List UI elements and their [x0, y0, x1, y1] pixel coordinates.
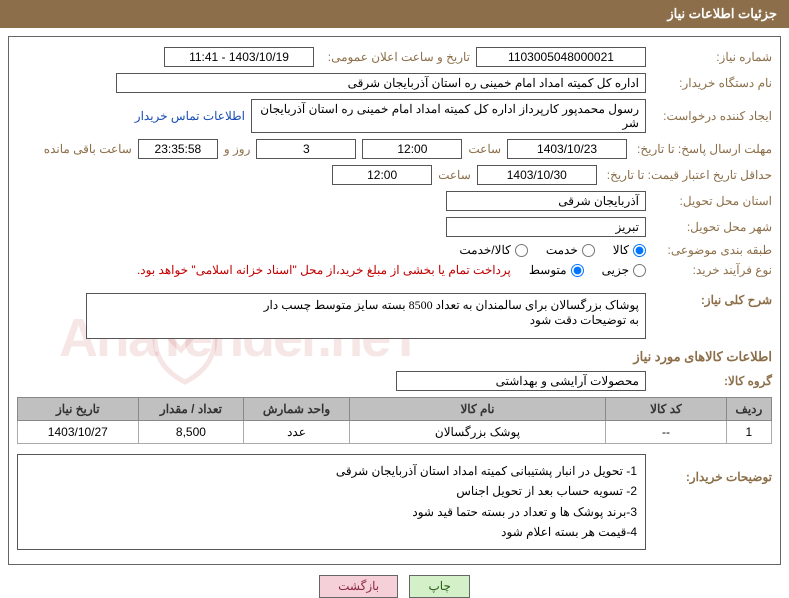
radio-partial-label: جزیی: [602, 263, 629, 277]
field-response-time: 12:00: [362, 139, 462, 159]
field-price-validity-date: 1403/10/30: [477, 165, 597, 185]
th-row: ردیف: [726, 398, 771, 421]
cell-qty: 8,500: [138, 421, 244, 444]
radio-medium[interactable]: متوسط: [529, 263, 584, 277]
row-price-validity: حداقل تاریخ اعتبار قیمت: تا تاریخ: 1403/…: [17, 165, 772, 185]
th-name: نام کالا: [349, 398, 605, 421]
field-delivery-city: تبریز: [446, 217, 646, 237]
field-buyer-org: اداره کل کمیته امداد امام خمینی ره استان…: [116, 73, 646, 93]
cell-date: 1403/10/27: [18, 421, 139, 444]
need-description-textarea[interactable]: [86, 293, 646, 339]
buyer-notes-text: 1- تحویل در انبار پشتیبانی کمیته امداد ا…: [336, 464, 637, 539]
label-need-description: شرح کلی نیاز:: [652, 293, 772, 307]
label-remaining-time: ساعت باقی مانده: [44, 142, 132, 156]
table-row: 1 -- پوشک بزرگسالان عدد 8,500 1403/10/27: [18, 421, 772, 444]
row-delivery-province: استان محل تحویل: آذربایجان شرقی: [17, 191, 772, 211]
row-goods-group: گروه کالا: محصولات آرایشی و بهداشتی: [17, 371, 772, 391]
label-purchase-process: نوع فرآیند خرید:: [652, 263, 772, 277]
label-time-1: ساعت: [468, 142, 501, 156]
radio-medium-input[interactable]: [571, 264, 584, 277]
radio-goods-input[interactable]: [633, 244, 646, 257]
th-qty: تعداد / مقدار: [138, 398, 244, 421]
row-need-number: شماره نیاز: 1103005048000021 تاریخ و ساع…: [17, 47, 772, 67]
label-days-and: روز و: [224, 142, 251, 156]
row-subject-category: طبقه بندی موضوعی: کالا خدمت کالا/خدمت: [17, 243, 772, 257]
label-need-number: شماره نیاز:: [652, 50, 772, 64]
radio-goods-service[interactable]: کالا/خدمت: [459, 243, 527, 257]
radio-service[interactable]: خدمت: [546, 243, 595, 257]
row-purchase-process: نوع فرآیند خرید: جزیی متوسط پرداخت تمام …: [17, 263, 772, 277]
radio-goods-service-input[interactable]: [515, 244, 528, 257]
print-button[interactable]: چاپ: [409, 575, 469, 598]
cell-row: 1: [726, 421, 771, 444]
back-button[interactable]: بازگشت: [319, 575, 398, 598]
table-header-row: ردیف کد کالا نام کالا واحد شمارش تعداد /…: [18, 398, 772, 421]
buyer-contact-link[interactable]: اطلاعات تماس خریدار: [135, 109, 245, 123]
field-delivery-province: آذربایجان شرقی: [446, 191, 646, 211]
field-requester: رسول محمدپور کارپرداز اداره کل کمیته امد…: [251, 99, 646, 133]
field-need-number: 1103005048000021: [476, 47, 646, 67]
label-buyer-org: نام دستگاه خریدار:: [652, 76, 772, 90]
label-announce-datetime: تاریخ و ساعت اعلان عمومی:: [320, 50, 470, 64]
field-remaining-clock: 23:35:58: [138, 139, 218, 159]
cell-code: --: [606, 421, 727, 444]
cell-unit: عدد: [244, 421, 350, 444]
field-response-date: 1403/10/23: [507, 139, 627, 159]
process-note: پرداخت تمام یا بخشی از مبلغ خرید،از محل …: [137, 263, 511, 277]
label-response-deadline: مهلت ارسال پاسخ: تا تاریخ:: [633, 142, 772, 156]
th-date: تاریخ نیاز: [18, 398, 139, 421]
radio-medium-label: متوسط: [529, 263, 567, 277]
th-unit: واحد شمارش: [244, 398, 350, 421]
page-header: جزئیات اطلاعات نیاز: [0, 0, 789, 28]
radio-partial[interactable]: جزیی: [602, 263, 646, 277]
label-subject-category: طبقه بندی موضوعی:: [652, 243, 772, 257]
section-goods-info-title: اطلاعات کالاهای مورد نیاز: [17, 349, 772, 365]
goods-table: ردیف کد کالا نام کالا واحد شمارش تعداد /…: [17, 397, 772, 444]
row-buyer-org: نام دستگاه خریدار: اداره کل کمیته امداد …: [17, 73, 772, 93]
field-announce-datetime: 1403/10/19 - 11:41: [164, 47, 314, 67]
label-price-validity: حداقل تاریخ اعتبار قیمت: تا تاریخ:: [603, 168, 772, 182]
radio-goods-service-label: کالا/خدمت: [459, 243, 510, 257]
field-goods-group: محصولات آرایشی و بهداشتی: [396, 371, 646, 391]
radio-goods[interactable]: کالا: [613, 243, 646, 257]
label-time-2: ساعت: [438, 168, 471, 182]
label-requester: ایجاد کننده درخواست:: [652, 109, 772, 123]
label-buyer-notes: توضیحات خریدار:: [652, 450, 772, 484]
purchase-process-group: جزیی متوسط: [529, 263, 646, 277]
main-panel: AriaTender.neT شماره نیاز: 1103005048000…: [8, 36, 781, 565]
label-goods-group: گروه کالا:: [652, 374, 772, 388]
row-need-description: شرح کلی نیاز:: [17, 293, 772, 339]
button-row: چاپ بازگشت: [0, 575, 789, 598]
radio-goods-label: کالا: [613, 243, 629, 257]
row-requester: ایجاد کننده درخواست: رسول محمدپور کارپرد…: [17, 99, 772, 133]
subject-category-group: کالا خدمت کالا/خدمت: [459, 243, 646, 257]
row-delivery-city: شهر محل تحویل: تبریز: [17, 217, 772, 237]
row-response-deadline: مهلت ارسال پاسخ: تا تاریخ: 1403/10/23 سا…: [17, 139, 772, 159]
buyer-notes-box: 1- تحویل در انبار پشتیبانی کمیته امداد ا…: [17, 454, 646, 550]
row-buyer-notes: توضیحات خریدار: 1- تحویل در انبار پشتیبا…: [17, 450, 772, 550]
radio-partial-input[interactable]: [633, 264, 646, 277]
page-title: جزئیات اطلاعات نیاز: [667, 6, 777, 21]
cell-name: پوشک بزرگسالان: [349, 421, 605, 444]
field-price-validity-time: 12:00: [332, 165, 432, 185]
radio-service-input[interactable]: [582, 244, 595, 257]
radio-service-label: خدمت: [546, 243, 578, 257]
field-remaining-days: 3: [256, 139, 356, 159]
label-delivery-province: استان محل تحویل:: [652, 194, 772, 208]
label-delivery-city: شهر محل تحویل:: [652, 220, 772, 234]
th-code: کد کالا: [606, 398, 727, 421]
